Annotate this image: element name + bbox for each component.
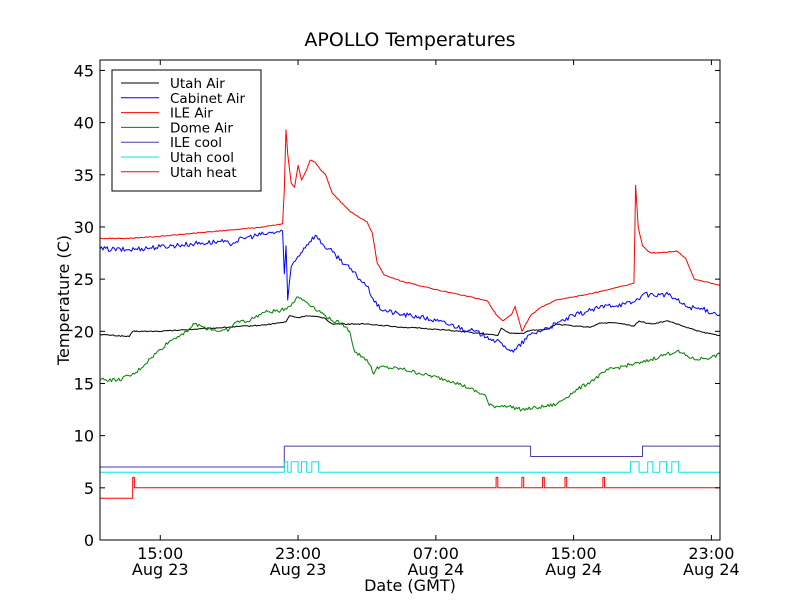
x-tick-label: Aug 23 xyxy=(132,560,189,579)
y-tick-label: 20 xyxy=(74,322,94,341)
series-line-dome-air xyxy=(99,296,721,412)
y-axis-label: Temperature (C) xyxy=(54,235,73,366)
x-tick-label: 23:00 xyxy=(688,544,734,563)
legend-box xyxy=(111,69,262,192)
y-tick-label: 0 xyxy=(84,531,94,550)
x-tick-label: 15:00 xyxy=(551,544,597,563)
y-tick-label: 35 xyxy=(74,166,94,185)
chart-title: APOLLO Temperatures xyxy=(304,29,515,51)
x-tick-label: Aug 24 xyxy=(683,560,740,579)
x-tick-label: Aug 24 xyxy=(407,560,464,579)
y-tick-label: 25 xyxy=(74,270,94,289)
series-line-utah-cool xyxy=(100,461,720,473)
legend-label: Cabinet Air xyxy=(170,91,245,107)
y-tick-label: 30 xyxy=(74,218,94,237)
plot-frame xyxy=(99,59,721,541)
y-tick-label: 15 xyxy=(74,374,94,393)
series-layer xyxy=(99,129,721,499)
x-tick-label: 23:00 xyxy=(275,544,321,563)
x-tick-label: 15:00 xyxy=(137,544,183,563)
series-line-ile-air xyxy=(99,129,721,332)
legend-label: ILE cool xyxy=(170,135,222,151)
legend-label: Dome Air xyxy=(170,120,233,136)
legend-label: Utah cool xyxy=(170,150,234,166)
x-tick-label: Aug 24 xyxy=(545,560,602,579)
legend-label: Utah heat xyxy=(170,165,237,181)
x-tick-label: Aug 23 xyxy=(270,560,327,579)
x-axis-label: Date (GMT) xyxy=(364,576,456,595)
series-line-utah-heat xyxy=(100,476,720,499)
series-line-utah-air xyxy=(99,315,721,337)
legend-label: Utah Air xyxy=(170,76,225,92)
legend-label: ILE Air xyxy=(170,106,213,122)
y-tick-label: 5 xyxy=(84,479,94,498)
y-tick-label: 10 xyxy=(74,427,94,446)
y-tick-label: 40 xyxy=(74,114,94,133)
series-line-cabinet-air xyxy=(99,229,721,353)
y-tick-label: 45 xyxy=(74,61,94,80)
x-tick-label: 07:00 xyxy=(413,544,459,563)
